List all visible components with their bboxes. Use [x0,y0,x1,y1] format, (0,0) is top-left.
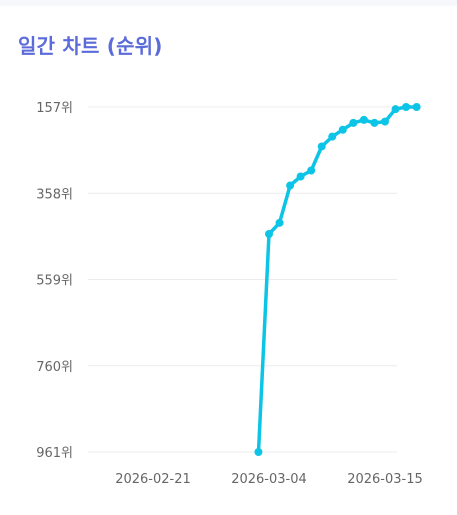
y-tick-label: 157위 [36,101,73,116]
chart-card [0,6,457,515]
data-point[interactable] [380,117,389,126]
x-tick-label: 2026-03-04 [231,472,307,487]
data-point[interactable] [402,103,411,111]
data-point[interactable] [412,103,421,111]
x-tick-label: 2026-03-15 [347,472,423,487]
x-tick-label: 2026-02-21 [115,472,191,487]
top-strip [0,0,457,6]
data-point[interactable] [359,115,368,124]
y-tick-label: 358위 [36,187,73,202]
data-point[interactable] [254,448,263,456]
data-point[interactable] [317,142,326,151]
data-point[interactable] [286,181,295,190]
data-point[interactable] [338,125,347,134]
chart-title: 일간 차트 (순위) [18,34,163,58]
y-tick-label: 559위 [36,274,73,289]
data-point[interactable] [307,166,316,175]
y-tick-label: 961위 [36,446,73,461]
data-point[interactable] [328,132,337,141]
data-point[interactable] [349,118,358,127]
series-line [256,105,419,454]
data-point[interactable] [275,218,284,227]
data-point[interactable] [370,118,379,127]
data-point[interactable] [265,230,273,239]
data-point[interactable] [391,105,400,114]
y-tick-label: 760위 [36,360,73,375]
data-point[interactable] [296,172,305,181]
